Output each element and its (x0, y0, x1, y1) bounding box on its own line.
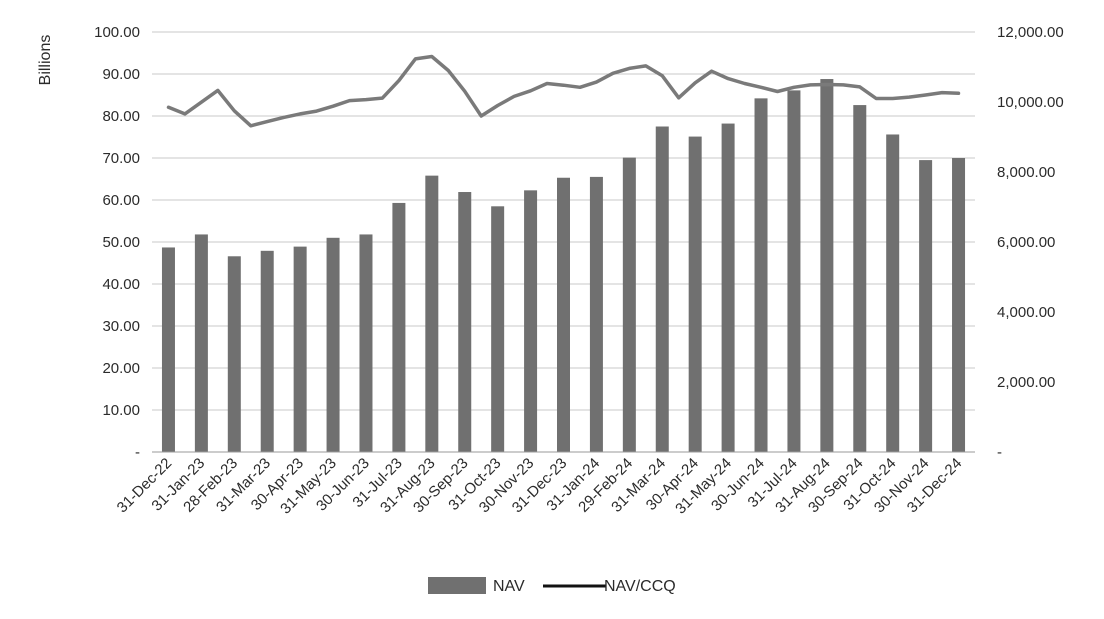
nav-bar (326, 237, 340, 452)
y-left-tick-label: 80.00 (102, 108, 140, 125)
nav-ccq-line (166, 54, 961, 128)
y-right-tick-label: 12,000.00 (997, 24, 1064, 41)
y-left-tick-label: 40.00 (102, 276, 140, 293)
legend: NAV NAV/CCQ (428, 577, 676, 595)
legend-label-nav: NAV (493, 578, 525, 595)
nav-bar (392, 202, 406, 452)
nav-bar (787, 90, 801, 452)
y-right-tick-label: 4,000.00 (997, 304, 1055, 321)
y-left-tick-label: 60.00 (102, 192, 140, 209)
nav-bar (886, 134, 900, 453)
nav-bar (853, 105, 867, 452)
y-left-tick-label: 90.00 (102, 66, 140, 83)
y-left-tick-label: - (135, 444, 140, 461)
legend-swatch-nav (428, 577, 486, 594)
nav-bar (688, 136, 702, 452)
y-left-tick-label: 30.00 (102, 318, 140, 335)
y-left-tick-label: 100.00 (94, 24, 140, 41)
nav-bar (952, 158, 966, 452)
y-right-tick-label: - (997, 444, 1002, 461)
y-left-tick-label: 70.00 (102, 150, 140, 167)
nav-bar (721, 123, 735, 452)
nav-bar (622, 157, 636, 452)
nav-bar (557, 177, 570, 453)
nav-bar (161, 247, 175, 452)
nav-bar (293, 246, 307, 452)
nav-bar (458, 192, 472, 452)
nav-bar (491, 206, 505, 452)
y-left-tick-label: 20.00 (102, 360, 140, 377)
legend-label-nav-ccq: NAV/CCQ (604, 578, 676, 595)
y-left-tick-label: 50.00 (102, 234, 140, 251)
nav-bar (359, 234, 373, 452)
y-right-tick-label: 10,000.00 (997, 94, 1064, 111)
nav-bar (425, 175, 439, 452)
nav-bar (754, 98, 768, 453)
y-right-tick-label: 2,000.00 (997, 374, 1055, 391)
y-right-tick-label: 8,000.00 (997, 164, 1055, 181)
nav-bar (919, 160, 933, 452)
nav-ccq-line-layer (166, 54, 961, 128)
axes: 100.00 90.00 80.00 70.00 60.00 50.00 40.00 30.0… (94, 24, 1064, 518)
y-left-tick-label: 10.00 (102, 402, 140, 419)
nav-bar (260, 250, 274, 452)
nav-bar (655, 126, 669, 452)
y-right-tick-label: 6,000.00 (997, 234, 1055, 251)
nav-bar (524, 190, 538, 452)
nav-bar (820, 79, 834, 452)
nav-bar (194, 234, 208, 452)
y-axis-title: Billions (37, 35, 54, 86)
nav-bar (589, 176, 603, 452)
nav-bars (161, 79, 966, 453)
nav-bar (227, 256, 241, 452)
